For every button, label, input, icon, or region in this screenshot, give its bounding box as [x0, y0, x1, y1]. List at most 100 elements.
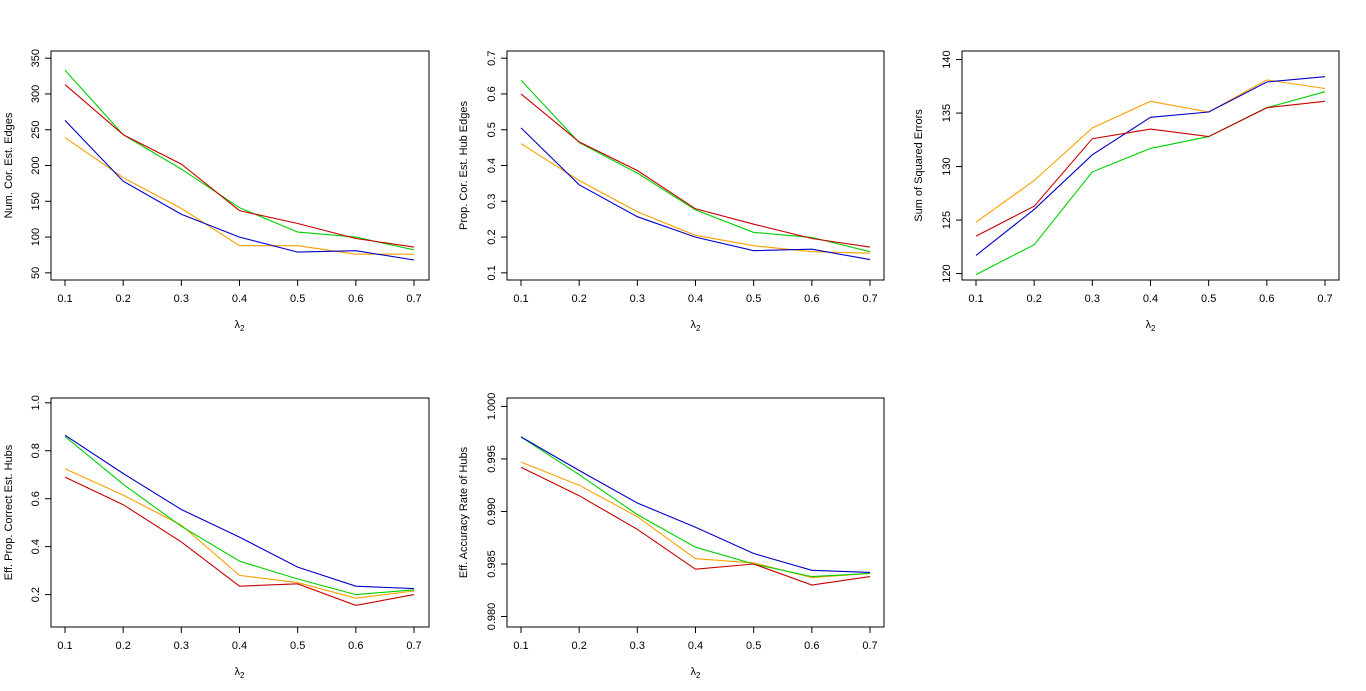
y-tick-label: 0.990: [486, 498, 498, 526]
y-tick-label: 125: [941, 211, 953, 229]
x-tick-label: 0.7: [1317, 293, 1332, 305]
x-tick-label: 0.4: [688, 640, 703, 652]
series-line-4: [64, 84, 415, 248]
y-tick-label: 0.980: [486, 603, 498, 631]
series-line-3: [64, 120, 415, 261]
x-tick-label: 0.3: [174, 640, 189, 652]
x-tick-label: 0.7: [406, 640, 421, 652]
x-tick-label: 0.2: [572, 293, 587, 305]
y-tick-label: 0.8: [30, 443, 42, 458]
series-line-2: [520, 436, 871, 578]
x-tick-label: 0.1: [513, 640, 528, 652]
y-tick-label: 200: [30, 156, 42, 174]
x-axis-title: λ2: [691, 666, 702, 680]
y-tick-label: 1.0: [30, 395, 42, 410]
x-tick-label: 0.7: [862, 640, 877, 652]
x-tick-label: 0.7: [862, 293, 877, 305]
y-tick-label: 0.995: [486, 445, 498, 473]
series-line-4: [520, 466, 871, 586]
x-tick-label: 0.2: [116, 640, 131, 652]
plot-frame: [50, 397, 430, 628]
series-line-4: [520, 93, 871, 248]
series-line-2: [64, 435, 415, 596]
y-tick-label: 0.6: [30, 491, 42, 506]
x-tick-label: 0.4: [232, 293, 247, 305]
series-line-1: [520, 461, 871, 579]
x-tick-label: 0.3: [1085, 293, 1100, 305]
series-line-4: [64, 476, 415, 606]
x-tick-label: 0.2: [572, 640, 587, 652]
x-axis-title: λ2: [235, 666, 246, 680]
x-tick-label: 0.4: [688, 293, 703, 305]
x-tick-label: 0.5: [290, 640, 305, 652]
x-tick-label: 0.2: [116, 293, 131, 305]
y-tick-label: 0.4: [30, 539, 42, 554]
series-line-2: [64, 69, 415, 251]
y-tick-label: 250: [30, 121, 42, 139]
series-line-4: [975, 100, 1326, 237]
x-tick-label: 0.3: [174, 293, 189, 305]
y-tick-label: 135: [941, 104, 953, 122]
y-tick-label: 0.5: [486, 122, 498, 137]
plot-frame: [506, 50, 885, 281]
series-line-1: [975, 79, 1326, 223]
y-axis-title: Num. Cor. Est. Edges: [3, 112, 15, 218]
x-tick-label: 0.1: [57, 640, 72, 652]
x-tick-label: 0.3: [630, 640, 645, 652]
y-tick-label: 0.2: [30, 587, 42, 602]
y-tick-label: 140: [941, 50, 953, 68]
y-tick-label: 0.3: [486, 194, 498, 209]
x-axis-title: λ2: [235, 319, 246, 333]
chart-panel-2: 0.1 0.2 0.3 0.4 0.5 0.6 0.7 0.1 0.2 0.3 0.4 0.5 0.6 0…: [458, 50, 885, 333]
x-tick-label: 0.3: [630, 293, 645, 305]
x-tick-label: 0.1: [513, 293, 528, 305]
y-tick-label: 0.2: [486, 229, 498, 244]
x-tick-label: 0.6: [804, 293, 819, 305]
y-tick-label: 0.4: [486, 158, 498, 173]
x-tick-label: 0.6: [348, 293, 363, 305]
y-axis-title: Prop. Cor. Est. Hub Edges: [458, 100, 470, 230]
chart-panel-3: 0.1 0.2 0.3 0.4 0.5 0.6 0.7 120 125 130 135 140 Sum …: [913, 50, 1340, 333]
series-line-2: [520, 79, 871, 253]
x-tick-label: 0.1: [57, 293, 72, 305]
x-tick-label: 0.2: [1027, 293, 1042, 305]
x-tick-label: 0.5: [290, 293, 305, 305]
plot-frame: [961, 50, 1340, 281]
x-tick-label: 0.4: [1143, 293, 1158, 305]
series-line-1: [520, 143, 871, 254]
y-axis-title: Eff. Accuracy Rate of Hubs: [458, 446, 470, 578]
x-tick-label: 0.6: [348, 640, 363, 652]
series-line-3: [520, 436, 871, 573]
series-line-3: [64, 434, 415, 590]
x-tick-label: 0.5: [746, 640, 761, 652]
x-tick-label: 0.5: [746, 293, 761, 305]
y-tick-label: 130: [941, 157, 953, 175]
series-line-3: [975, 76, 1326, 256]
plot-frame: [506, 397, 885, 628]
y-tick-label: 1.000: [486, 393, 498, 421]
series-line-1: [64, 468, 415, 599]
x-tick-label: 0.6: [1259, 293, 1274, 305]
series-line-2: [975, 91, 1326, 276]
y-tick-label: 350: [30, 49, 42, 67]
x-tick-label: 0.6: [804, 640, 819, 652]
y-tick-label: 100: [30, 228, 42, 246]
y-tick-label: 150: [30, 192, 42, 210]
y-tick-label: 50: [30, 267, 42, 279]
x-tick-label: 0.4: [232, 640, 247, 652]
y-tick-label: 0.1: [486, 265, 498, 280]
x-axis-title: λ2: [691, 319, 702, 333]
y-tick-label: 0.7: [486, 51, 498, 66]
x-tick-label: 0.1: [968, 293, 983, 305]
y-tick-label: 300: [30, 85, 42, 103]
y-tick-label: 0.6: [486, 86, 498, 101]
chart-panel-4: 0.1 0.2 0.3 0.4 0.5 0.6 0.7 0.2 0.4 0.6 0.8 1.0 Eff.…: [3, 395, 430, 680]
y-axis-title: Sum of Squared Errors: [913, 109, 925, 222]
x-axis-title: λ2: [1146, 319, 1157, 333]
y-tick-label: 0.985: [486, 550, 498, 578]
chart-panel-5: 0.1 0.2 0.3 0.4 0.5 0.6 0.7 0.980 0.985 0.990 0.99…: [458, 393, 885, 680]
series-line-1: [64, 137, 414, 255]
series-line-3: [520, 127, 871, 261]
y-axis-title: Eff. Prop. Correct Est. Hubs: [3, 444, 15, 580]
